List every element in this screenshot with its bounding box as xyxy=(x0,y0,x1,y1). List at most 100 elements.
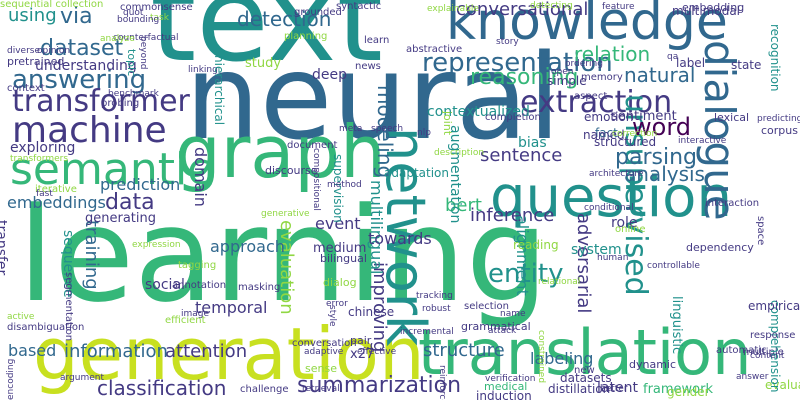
word-reading: reading xyxy=(513,238,559,252)
word-empirical: empirical xyxy=(748,299,800,313)
word-entity: entity xyxy=(488,259,564,289)
word-predicting: predicting xyxy=(757,114,800,124)
word-representation: representation xyxy=(422,48,613,78)
word-interactive: interactive xyxy=(678,136,727,146)
word-compositional: compositional xyxy=(311,148,321,211)
word-benchmark: benchmark xyxy=(108,89,159,99)
word-answering: answering xyxy=(12,65,147,95)
word-gender: gender xyxy=(667,385,710,399)
word-deep: deep xyxy=(312,67,347,83)
word-adaptive: adaptive xyxy=(304,347,344,357)
word-towards: towards xyxy=(368,229,432,248)
word-bounding: bounding xyxy=(117,15,160,25)
word-comprehension: comprehension xyxy=(768,300,782,393)
word-social: social xyxy=(145,277,185,293)
word-open: open xyxy=(551,67,574,77)
word-task: task xyxy=(150,13,169,23)
word-extraction: extraction xyxy=(520,85,673,120)
word-probing: probing xyxy=(101,98,140,109)
word-iterative: iterative xyxy=(35,184,77,195)
word-efficient: efficient xyxy=(165,315,206,326)
word-analysis: analysis xyxy=(624,162,705,186)
word-effective: effective xyxy=(357,347,397,357)
word-robust: robust xyxy=(422,304,451,314)
word-embeddings: embeddings xyxy=(7,193,106,212)
word-story: story xyxy=(496,37,519,47)
word-based: based xyxy=(8,341,57,360)
word-generative: generative xyxy=(261,209,310,219)
word-linguistic: linguistic xyxy=(669,296,684,355)
word-system: system xyxy=(571,242,622,258)
word-context: context xyxy=(7,83,45,94)
word-label: label xyxy=(676,56,706,70)
word-data: data xyxy=(105,190,155,215)
word-transformers: transformers xyxy=(10,154,69,164)
word-datasets: datasets xyxy=(560,371,612,385)
word-dependency: dependency xyxy=(686,241,754,254)
word-semantic: semantic xyxy=(10,144,212,195)
word-information: information xyxy=(64,341,168,362)
word-sense: sense xyxy=(305,362,337,375)
word-verification: verification xyxy=(485,374,536,384)
word-tracking: tracking xyxy=(416,291,453,301)
word-sentiment: sentiment xyxy=(611,109,677,124)
word-nlp: nlp xyxy=(417,128,431,138)
word-domain: domain xyxy=(191,147,210,207)
word-structure: structure xyxy=(423,340,505,361)
word-natural: natural xyxy=(624,63,696,87)
word-inference: inference xyxy=(470,205,555,226)
word-grounded: grounded xyxy=(294,7,342,18)
word-attention: attention xyxy=(165,341,248,362)
word-graph: graph xyxy=(175,110,386,194)
word-retrieval: retrieval xyxy=(302,384,340,394)
word-relational: relational xyxy=(538,277,581,287)
word-embedding: embedding xyxy=(682,1,745,14)
word-selection: selection xyxy=(464,301,509,312)
word-x27: x27 xyxy=(350,347,375,362)
word-fact: fact xyxy=(595,126,618,140)
word-exploring: exploring xyxy=(10,140,76,156)
word-new: new xyxy=(574,365,595,376)
word-generation: generation xyxy=(33,312,425,396)
word-completion: completion xyxy=(485,112,541,123)
word-interaction: interaction xyxy=(705,198,760,209)
word-sequential-collection: sequential collection xyxy=(0,0,104,10)
word-correction: correction xyxy=(612,129,658,139)
word-dataset: dataset xyxy=(40,36,124,61)
word-annotation: annotation xyxy=(172,280,227,291)
word-bias: bias xyxy=(518,135,547,151)
word-automatic: automatic xyxy=(716,345,767,356)
word-induction: induction xyxy=(476,389,532,400)
word-content: content xyxy=(750,351,785,361)
word-translation: translation xyxy=(418,316,752,389)
word-medium: medium xyxy=(313,241,367,256)
word-topic: topic xyxy=(125,49,138,77)
word-latent: latent xyxy=(597,380,638,396)
word-conversational: conversational xyxy=(456,0,589,20)
word-text: text xyxy=(150,0,383,88)
word-knowledge: knowledge xyxy=(446,0,728,52)
word-detection: detection xyxy=(237,7,332,31)
word-constrained: constrained xyxy=(536,330,546,384)
word-opinion: opinion xyxy=(37,46,71,56)
word-news: news xyxy=(355,61,381,72)
word-encoding: encoding xyxy=(6,358,16,400)
word-aspect: aspect xyxy=(574,91,608,102)
word-emotion: emotion xyxy=(584,110,634,124)
word-fast: fast xyxy=(36,189,53,199)
word-prediction: prediction xyxy=(100,175,181,194)
word-discourse: discourse xyxy=(265,164,318,177)
word-labeling: labeling xyxy=(530,349,594,368)
word-parsing: parsing xyxy=(615,145,697,170)
word-conversation: conversation xyxy=(292,338,357,349)
word-via: via xyxy=(60,4,93,29)
word-reinforcement: reinforcement xyxy=(437,365,447,400)
word-incremental: incremental xyxy=(400,327,454,337)
word-named: named xyxy=(583,128,625,142)
word-word: word xyxy=(632,113,691,141)
word-speech: speech xyxy=(371,124,404,134)
word-framework: framework xyxy=(643,382,714,397)
word-method: method xyxy=(327,180,362,190)
word-structured: structured xyxy=(594,135,657,149)
